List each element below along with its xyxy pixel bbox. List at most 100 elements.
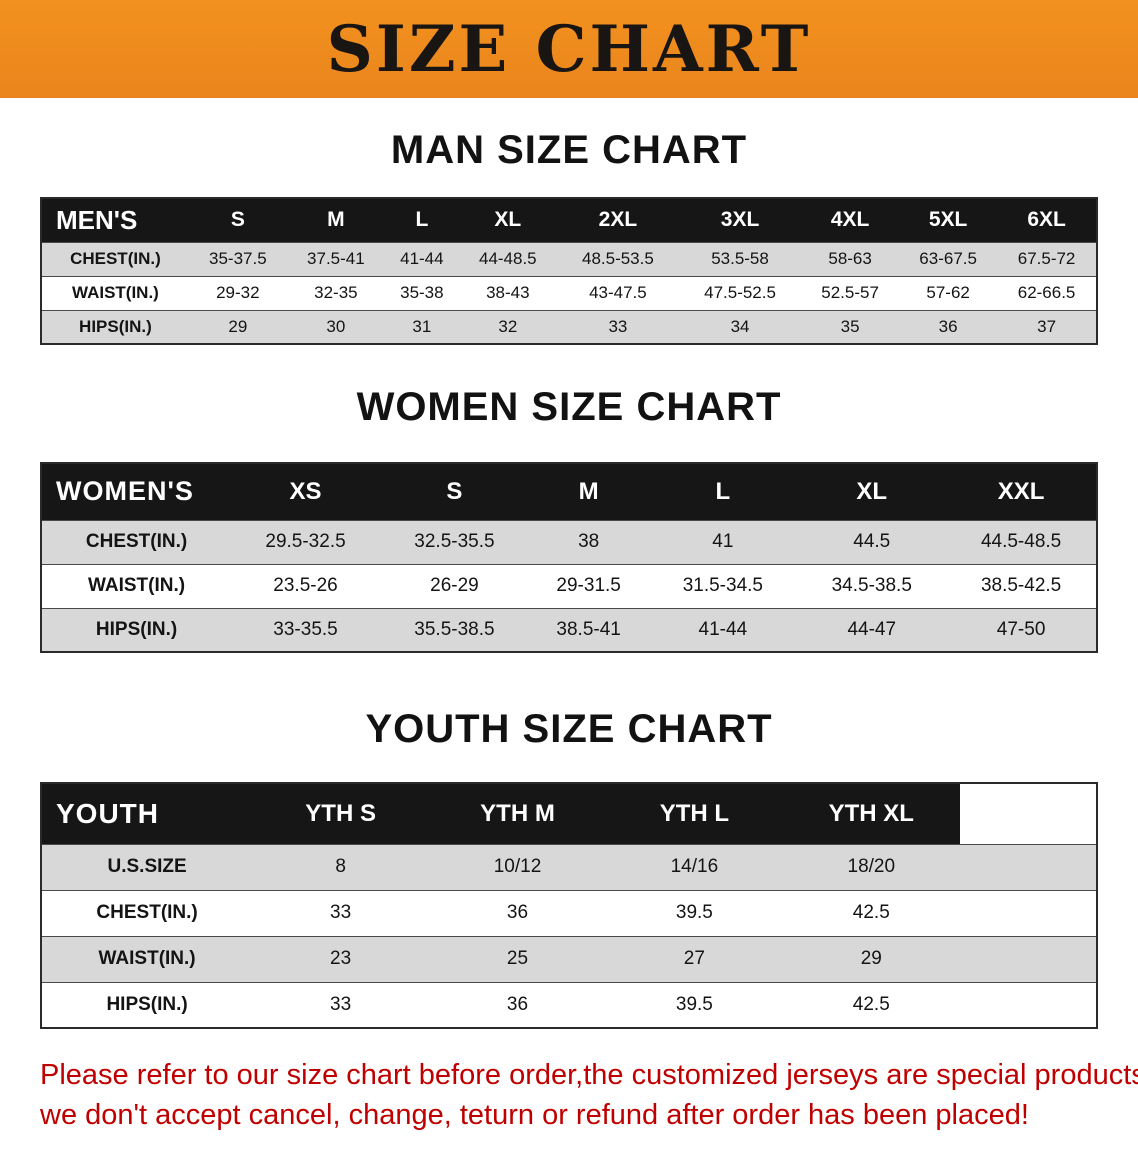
size-value-cell: 41-44	[698, 618, 748, 640]
size-column-header: M	[528, 463, 649, 520]
table-row: CHEST(IN.) 33 36 39.5 42.5	[41, 890, 1097, 936]
table-row: HIPS(IN.) 33-35.5 35.5-38.5 38.5-41 41-44 44-…	[41, 608, 1097, 652]
size-value-cell: 62-66.5	[1017, 283, 1076, 302]
size-table: WOMEN'S XS S M L XL XXL CHEST(IN.) 29.5-32.5 32.5…	[40, 462, 1098, 653]
table-header-row: MEN'S S M L XL 2XL 3XL 4XL 5XL 6XL	[41, 198, 1097, 242]
size-value-cell: 10/12	[493, 856, 542, 877]
table-row: WAIST(IN.) 23.5-26 26-29 29-31.5 31.5-34.5 34…	[41, 564, 1097, 608]
size-value-cell: 42.5	[852, 993, 890, 1015]
size-value-cell: 41-44	[400, 249, 444, 268]
size-value-cell: 36	[938, 316, 958, 336]
row-header: U.S.SIZE	[107, 856, 187, 877]
size-column-header: XL	[458, 198, 557, 242]
size-value-cell: 23.5-26	[273, 575, 338, 596]
size-value-cell: 29	[228, 316, 248, 336]
size-value-cell: 32	[498, 316, 518, 336]
size-value-cell: 47.5-52.5	[704, 283, 776, 302]
spacer-cell	[960, 982, 1097, 1028]
size-column-header: S	[188, 198, 287, 242]
size-column-header: YTH XL	[782, 783, 960, 844]
size-value-cell: 32.5-35.5	[414, 531, 495, 552]
size-value-cell: 8	[335, 856, 346, 877]
size-column-header: XL	[797, 463, 947, 520]
size-column-header: L	[384, 198, 459, 242]
size-value-cell: 33	[330, 902, 352, 923]
size-value-cell: 42.5	[852, 902, 890, 923]
disclaimer-line-1: Please refer to our size chart before or…	[40, 1059, 1138, 1091]
size-value-cell: 35.5-38.5	[414, 618, 495, 640]
size-value-cell: 31.5-34.5	[682, 575, 763, 596]
size-column-header: 6XL	[997, 198, 1097, 242]
row-header: HIPS(IN.)	[95, 618, 178, 640]
size-column-header: YTH S	[252, 783, 430, 844]
size-value-cell: 58-63	[828, 249, 872, 268]
table-row: CHEST(IN.) 35-37.5 37.5-41 41-44 44-48.5 48.5…	[41, 242, 1097, 276]
table-row: HIPS(IN.) 33 36 39.5 42.5	[41, 982, 1097, 1028]
spacer-cell	[960, 936, 1097, 982]
size-value-cell: 43-47.5	[589, 283, 647, 302]
size-value-cell: 44.5-48.5	[980, 531, 1062, 552]
table-title-cell: YOUTH	[41, 783, 253, 844]
title-banner: SIZE CHART	[0, 0, 1138, 98]
size-value-cell: 44-47	[847, 618, 897, 640]
size-column-header: XXL	[946, 463, 1097, 520]
row-header: WAIST(IN.)	[71, 283, 159, 302]
spacer-cell	[960, 844, 1097, 890]
size-value-cell: 14/16	[670, 856, 719, 877]
size-column-header: YTH M	[429, 783, 606, 844]
size-column-header: L	[648, 463, 798, 520]
size-value-cell: 36	[506, 993, 529, 1015]
row-header: HIPS(IN.)	[106, 993, 188, 1015]
row-header: CHEST(IN.)	[70, 249, 161, 268]
size-column-header: S	[379, 463, 529, 520]
row-header: HIPS(IN.)	[79, 316, 152, 336]
spacer-cell	[960, 783, 1097, 844]
table-row: HIPS(IN.) 29 30 31 32 33 34 35 36 37	[41, 310, 1097, 344]
size-value-cell: 37	[1037, 316, 1057, 336]
size-column-header: YTH L	[605, 783, 783, 844]
size-value-cell: 29.5-32.5	[265, 531, 346, 552]
disclaimer-line-2: we don't accept cancel, change, teturn o…	[40, 1099, 1029, 1131]
size-value-cell: 34	[730, 316, 750, 336]
size-value-cell: 53.5-58	[711, 249, 769, 268]
size-value-cell: 41	[712, 531, 734, 552]
disclaimer-note: Please refer to our size chart before or…	[0, 1029, 1138, 1149]
size-value-cell: 44-48.5	[478, 249, 537, 268]
size-value-cell: 23	[330, 948, 352, 969]
men-size-chart-section: MAN SIZE CHART MEN'S S M L XL 2XL 3XL 4XL 5XL 6XL…	[0, 128, 1138, 345]
size-value-cell: 57-62	[926, 283, 970, 302]
size-value-cell: 47-50	[996, 618, 1046, 640]
size-table: YOUTH YTH S YTH M YTH L YTH XL U.S.SIZE 8 10/12…	[40, 782, 1098, 1029]
row-header: CHEST(IN.)	[85, 531, 188, 552]
size-value-cell: 33-35.5	[273, 618, 338, 640]
size-value-cell: 38.5-42.5	[980, 575, 1062, 596]
table-header-row: WOMEN'S XS S M L XL XXL	[41, 463, 1097, 520]
table-row: WAIST(IN.) 23 25 27 29	[41, 936, 1097, 982]
size-value-cell: 38-43	[486, 283, 530, 302]
women-section-heading: WOMEN SIZE CHART	[356, 385, 782, 429]
size-column-header: 2XL	[556, 198, 679, 242]
spacer-cell	[960, 890, 1097, 936]
size-value-cell: 37.5-41	[307, 249, 365, 268]
size-column-header: M	[286, 198, 385, 242]
size-column-header: XS	[231, 463, 380, 520]
size-table: MEN'S S M L XL 2XL 3XL 4XL 5XL 6XL CHEST(IN.) 35-37…	[40, 197, 1098, 345]
size-column-header: 5XL	[899, 198, 998, 242]
row-header: CHEST(IN.)	[96, 902, 198, 923]
table-row: WAIST(IN.) 29-32 32-35 35-38 38-43 43-47.5 47.…	[41, 276, 1097, 310]
table-row: U.S.SIZE 8 10/12 14/16 18/20	[41, 844, 1097, 890]
size-value-cell: 39.5	[675, 993, 713, 1015]
row-header: WAIST(IN.)	[87, 575, 186, 596]
size-value-cell: 34.5-38.5	[831, 575, 912, 596]
size-value-cell: 27	[683, 948, 705, 969]
size-value-cell: 33	[330, 993, 352, 1015]
size-value-cell: 33	[608, 316, 628, 336]
table-title-cell: WOMEN'S	[41, 463, 232, 520]
row-header: WAIST(IN.)	[98, 948, 196, 969]
men-size-table: MEN'S S M L XL 2XL 3XL 4XL 5XL 6XL CHEST(IN.) 35-37…	[40, 197, 1098, 345]
size-value-cell: 44.5	[853, 531, 891, 552]
page-title: SIZE CHART	[326, 11, 812, 87]
table-header-row: YOUTH YTH S YTH M YTH L YTH XL	[41, 783, 1097, 844]
youth-section-heading: YOUTH SIZE CHART	[365, 707, 773, 751]
women-size-chart-section: WOMEN SIZE CHART WOMEN'S XS S M L XL XXL CHEST(…	[0, 385, 1138, 653]
